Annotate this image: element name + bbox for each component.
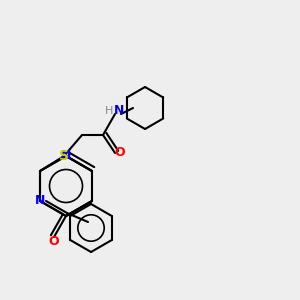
Text: S: S (59, 149, 69, 163)
Text: O: O (49, 235, 59, 248)
Text: H: H (105, 106, 113, 116)
Text: O: O (114, 146, 125, 160)
Text: N: N (61, 149, 71, 163)
Text: N: N (35, 194, 45, 208)
Text: N: N (114, 104, 125, 118)
